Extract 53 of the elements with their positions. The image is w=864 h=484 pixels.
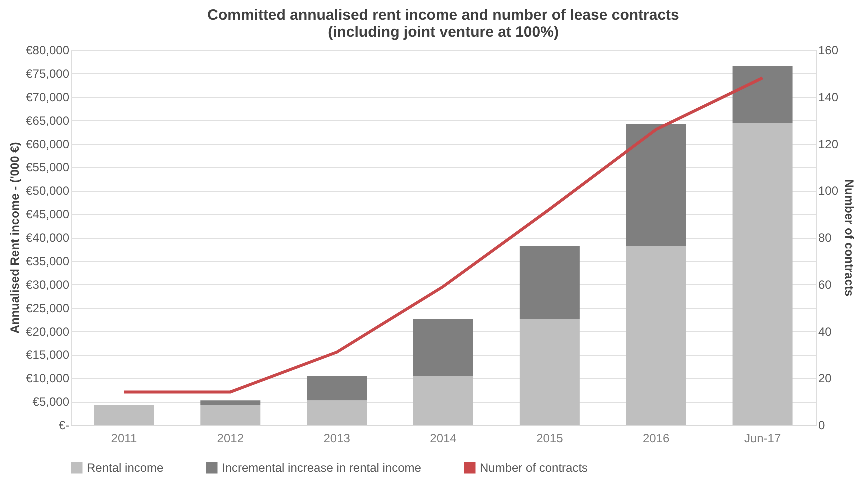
- x-tick-label: 2014: [430, 432, 458, 446]
- x-tick-label: Jun-17: [744, 432, 782, 446]
- bar: [626, 246, 686, 425]
- x-tick-label: 2011: [111, 432, 138, 446]
- x-tick-label: 2012: [217, 432, 244, 446]
- y2-tick-label: 140: [818, 90, 839, 104]
- y2-tick-label: 160: [818, 44, 839, 58]
- y2-tick-label: 100: [818, 184, 839, 198]
- y-tick-label: €60,000: [26, 137, 70, 152]
- chart-title: Committed annualised rent income and number of lease contracts (including joint venture at 100%): [208, 7, 680, 41]
- bar: [520, 246, 580, 320]
- y-tick-label: €15,000: [26, 348, 70, 362]
- y2-tick-label: 20: [818, 372, 832, 386]
- bar: [732, 66, 793, 124]
- y2-axis-title: Number of contracts: [842, 179, 857, 297]
- y-tick-label: €75,000: [26, 66, 70, 81]
- line-series: [122, 76, 764, 394]
- y2-tick-label: 0: [818, 418, 826, 432]
- x-tick-label: 2015: [536, 432, 564, 446]
- y-tick-label: €-: [58, 418, 70, 432]
- legend-label: Incremental increase in rental income: [222, 461, 422, 475]
- y-tick-label: €10,000: [26, 372, 70, 386]
- bar: [732, 123, 793, 425]
- y-tick-label: €20,000: [26, 324, 70, 339]
- y-tick-label: €45,000: [26, 208, 70, 222]
- y-tick-label: €65,000: [26, 114, 70, 128]
- y2-tick-label: 120: [818, 137, 839, 152]
- bar: [626, 124, 686, 246]
- y-tick-label: €80,000: [26, 44, 70, 58]
- legend-label: Number of contracts: [480, 461, 588, 475]
- y2-tick-label: 60: [818, 278, 832, 292]
- bar: [307, 400, 368, 425]
- y-tick-label: €70,000: [26, 90, 70, 104]
- bar: [200, 405, 261, 425]
- y-tick-label: €25,000: [26, 301, 70, 316]
- legend-label: Rental income: [87, 461, 164, 475]
- y2-tick-label: 40: [818, 324, 832, 339]
- bar: [414, 376, 474, 425]
- bar: [307, 376, 368, 401]
- y-tick-label: €5,000: [32, 395, 70, 410]
- bar: [94, 405, 154, 425]
- y-tick-label: €30,000: [26, 278, 70, 292]
- y-tick-label: €50,000: [26, 184, 70, 198]
- x-tick-label: 2013: [324, 432, 351, 446]
- bar: [520, 319, 580, 425]
- bar: [200, 400, 261, 406]
- bar: [414, 319, 474, 376]
- y-tick-label: €35,000: [26, 254, 70, 268]
- y-axis-title: Annualised Rent income - ('000 €): [8, 142, 22, 334]
- y2-tick-label: 80: [818, 231, 832, 245]
- x-tick-label: 2016: [643, 432, 670, 446]
- y-tick-label: €40,000: [26, 231, 70, 245]
- y-tick-label: €55,000: [26, 160, 70, 175]
